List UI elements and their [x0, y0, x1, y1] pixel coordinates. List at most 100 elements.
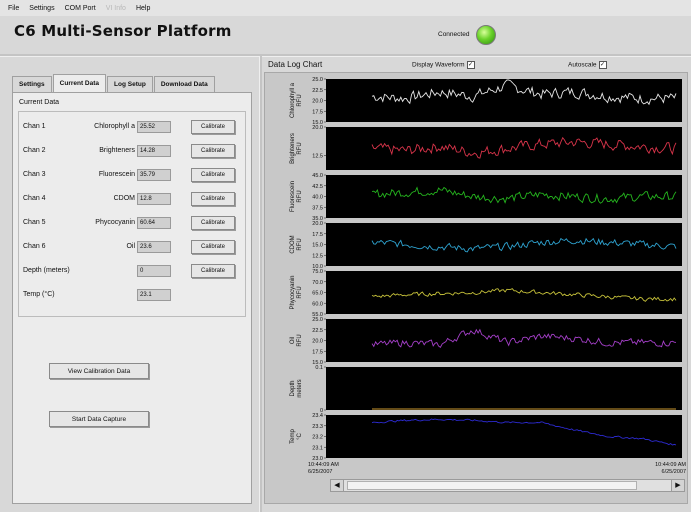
tab-settings[interactable]: Settings: [12, 76, 52, 92]
tab-log-setup[interactable]: Log Setup: [107, 76, 153, 92]
axis-label-name: Oil: [290, 337, 296, 344]
axis-label-unit: RFU: [297, 286, 303, 298]
series-line-fluorescein: [371, 186, 677, 204]
axis-label-7: Temp°C: [290, 429, 303, 444]
calibrate-button-chan-5[interactable]: Calibrate: [191, 216, 235, 230]
connection-led-icon: [476, 25, 496, 45]
display-waveform-checkbox[interactable]: Display Waveform ✓: [412, 61, 475, 69]
menu-bar: File Settings COM Port VI Info Help: [0, 0, 691, 16]
calibrate-button-chan-1[interactable]: Calibrate: [191, 120, 235, 134]
axis-label-1: BrightenersRFU: [290, 133, 303, 164]
autoscale-check-icon[interactable]: ✓: [598, 61, 607, 69]
tick-label: 42.5: [312, 184, 323, 190]
axis-label-name: Depth: [290, 380, 296, 396]
tab-current-data[interactable]: Current Data: [52, 74, 107, 92]
scroll-right-arrow-icon[interactable]: ▶: [671, 480, 684, 491]
axis-label-unit: meters: [297, 379, 303, 397]
menu-vi-info: VI Info: [105, 4, 126, 12]
tick-label: 17.5: [312, 349, 323, 355]
channel-value: 60.64: [137, 217, 171, 229]
axis-label-name: Temp: [290, 429, 296, 444]
x-start-date-label: 6/25/2007: [308, 469, 332, 475]
menu-file[interactable]: File: [8, 4, 20, 12]
axis-label-name: CDOM: [290, 235, 296, 253]
channel-row-4: Chan 4 CDOM 12.8 Calibrate: [23, 192, 245, 207]
tick-label: 0: [320, 408, 323, 414]
chart-scrollbar[interactable]: ◀ ▶: [330, 479, 685, 492]
depth-label: Depth (meters): [23, 267, 70, 274]
series-line-cdom: [371, 237, 677, 253]
channel-row-6: Chan 6 Oil 23.6 Calibrate: [23, 240, 245, 255]
tick-label: 70.0: [312, 280, 323, 286]
tick-label: 23.2: [312, 435, 323, 441]
axis-label-name: Chlorophyll a: [290, 82, 296, 118]
axis-label-0: Chlorophyll aRFU: [290, 82, 303, 118]
x-start-time-label: 10:44:09 AM: [308, 462, 339, 468]
scrollbar-thumb[interactable]: [347, 481, 637, 490]
tick-label: 37.5: [312, 205, 323, 211]
tick-label: 40.0: [312, 195, 323, 201]
channel-label: Chan 5: [23, 219, 46, 226]
axis-label-5: OilRFU: [290, 334, 303, 346]
calibrate-button-chan-2[interactable]: Calibrate: [191, 144, 235, 158]
chart-title: Data Log Chart: [268, 60, 323, 69]
calibrate-button-chan-3[interactable]: Calibrate: [191, 168, 235, 182]
sensor-label: Chlorophyll a: [94, 123, 135, 130]
axis-label-unit: RFU: [297, 238, 303, 250]
sensor-label: Phycocyanin: [95, 219, 135, 226]
calibrate-button-chan-6[interactable]: Calibrate: [191, 240, 235, 254]
depth-row: Depth (meters) 0 Calibrate: [23, 264, 245, 279]
tick-label: 25.0: [312, 317, 323, 323]
tick-label: 15.0: [312, 120, 323, 126]
tick-label: 65.0: [312, 291, 323, 297]
axis-label-3: CDOMRFU: [290, 235, 303, 253]
display-waveform-check-icon[interactable]: ✓: [466, 61, 475, 69]
plot-background-1: [326, 127, 682, 170]
tick-label: 22.5: [312, 88, 323, 94]
menu-help[interactable]: Help: [135, 4, 151, 12]
tick-label: 12.5: [312, 253, 323, 259]
axis-label-name: Fluorescein: [290, 181, 296, 212]
channel-label: Chan 3: [23, 171, 46, 178]
current-data-panel: Current Data Chan 1 Chlorophyll a 25.52 …: [12, 92, 252, 504]
left-pane: Settings Current Data Log Setup Download…: [6, 60, 256, 504]
plot-background-3: [326, 223, 682, 266]
tab-bar: Settings Current Data Log Setup Download…: [12, 74, 216, 92]
tick-label: 25.0: [312, 77, 323, 83]
calibrate-button-depth[interactable]: Calibrate: [191, 264, 235, 278]
tick-label: 15.0: [312, 243, 323, 249]
tick-label: 35.0: [312, 216, 323, 222]
tick-label: 23.3: [312, 424, 323, 430]
axis-label-unit: RFU: [297, 94, 303, 106]
current-data-group: [18, 111, 246, 317]
plot-background-4: [326, 271, 682, 314]
axis-label-6: Depthmeters: [290, 379, 303, 397]
axis-label-name: Brighteners: [290, 133, 296, 164]
series-line-brighteners: [371, 136, 677, 159]
axis-label-unit: RFU: [297, 190, 303, 202]
tab-download-data[interactable]: Download Data: [153, 76, 215, 92]
app-title: C6 Multi-Sensor Platform: [14, 22, 232, 40]
calibrate-button-chan-4[interactable]: Calibrate: [191, 192, 235, 206]
menu-settings[interactable]: Settings: [29, 4, 55, 12]
tick-label: 55.0: [312, 312, 323, 318]
temp-label: Temp (°C): [23, 291, 55, 298]
channel-row-2: Chan 2 Brighteners 14.28 Calibrate: [23, 144, 245, 159]
axis-label-2: FluoresceinRFU: [290, 181, 303, 212]
temp-row: Temp (°C) 23.1: [23, 289, 245, 303]
x-end-date-label: 6/25/2007: [662, 469, 686, 475]
tick-label: 23.1: [312, 445, 323, 451]
tick-label: 45.0: [312, 173, 323, 179]
menu-com-port[interactable]: COM Port: [64, 4, 96, 12]
x-end-time-label: 10:44:09 AM: [655, 462, 686, 468]
series-line-temp: [371, 418, 677, 446]
view-calibration-data-button[interactable]: View Calibration Data: [49, 363, 149, 379]
channel-row-3: Chan 3 Fluorescein 35.79 Calibrate: [23, 168, 245, 183]
header-divider: [0, 54, 691, 57]
display-waveform-label: Display Waveform: [412, 61, 465, 69]
autoscale-checkbox[interactable]: Autoscale ✓: [568, 61, 607, 69]
connection-status-label: Connected: [438, 31, 470, 38]
scroll-left-arrow-icon[interactable]: ◀: [331, 480, 344, 491]
start-data-capture-button[interactable]: Start Data Capture: [49, 411, 149, 427]
sensor-label: Brighteners: [99, 147, 135, 154]
